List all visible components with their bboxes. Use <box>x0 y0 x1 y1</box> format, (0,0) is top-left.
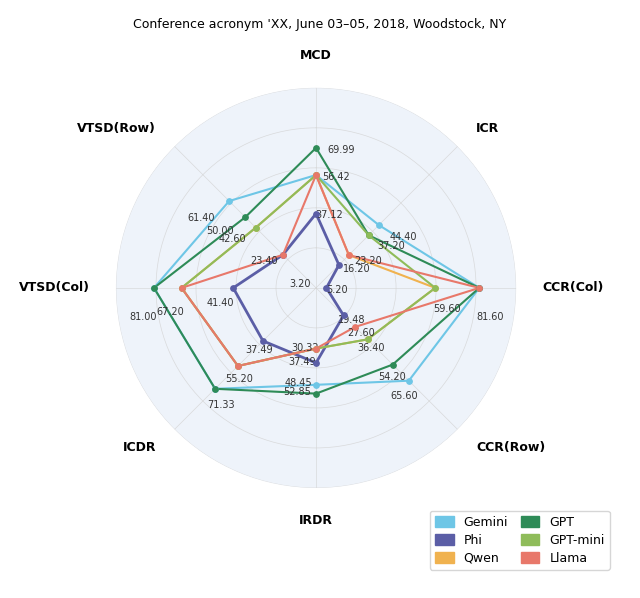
Text: 19.48: 19.48 <box>338 315 365 325</box>
Point <box>311 380 321 390</box>
Point <box>404 376 414 386</box>
Text: 50.00: 50.00 <box>206 226 234 236</box>
Point <box>339 311 349 321</box>
Point <box>311 170 321 180</box>
Point <box>177 283 187 292</box>
Text: 59.60: 59.60 <box>433 304 461 314</box>
Point <box>364 230 374 240</box>
Text: IRDR: IRDR <box>299 514 333 527</box>
Point <box>210 384 220 393</box>
Point <box>474 283 484 292</box>
Point <box>311 389 321 398</box>
Point <box>240 212 250 222</box>
Point <box>311 143 321 152</box>
Point <box>149 283 159 292</box>
Text: CCR(Col): CCR(Col) <box>542 282 604 294</box>
Point <box>311 209 321 218</box>
Point <box>430 283 440 292</box>
Point <box>228 283 238 292</box>
Text: 69.99: 69.99 <box>327 145 355 155</box>
Point <box>278 250 288 260</box>
Text: 37.12: 37.12 <box>316 210 343 220</box>
Text: 16.20: 16.20 <box>342 264 371 274</box>
Point <box>311 170 321 180</box>
Text: MCD: MCD <box>300 49 332 62</box>
Text: 81.00: 81.00 <box>129 312 157 322</box>
Point <box>321 283 332 292</box>
Text: VTSD(Col): VTSD(Col) <box>19 282 90 294</box>
Text: 36.40: 36.40 <box>358 343 385 353</box>
Point <box>258 336 268 346</box>
Point <box>278 250 288 260</box>
Text: 56.42: 56.42 <box>323 172 350 182</box>
Point <box>311 170 321 180</box>
Point <box>364 230 374 240</box>
Text: 27.60: 27.60 <box>348 328 375 338</box>
Point <box>224 196 234 206</box>
Text: VTSD(Row): VTSD(Row) <box>77 121 156 135</box>
Point <box>149 283 159 292</box>
Point <box>362 335 372 344</box>
Point <box>177 283 187 292</box>
Point <box>362 335 372 344</box>
Text: 30.32: 30.32 <box>291 343 319 353</box>
Text: 52.85: 52.85 <box>283 387 311 397</box>
Point <box>311 344 321 353</box>
Point <box>350 322 360 332</box>
Text: 23.20: 23.20 <box>354 257 382 267</box>
Text: ICR: ICR <box>476 121 499 135</box>
Point <box>177 283 187 292</box>
Point <box>251 223 261 233</box>
Point <box>233 361 243 371</box>
Text: 37.20: 37.20 <box>377 240 405 251</box>
Point <box>311 344 321 353</box>
Text: ICDR: ICDR <box>123 441 156 454</box>
Text: 44.40: 44.40 <box>389 233 417 242</box>
Point <box>374 220 384 230</box>
Text: Conference acronym 'XX, June 03–05, 2018, Woodstock, NY: Conference acronym 'XX, June 03–05, 2018… <box>133 18 507 31</box>
Point <box>474 283 484 292</box>
Text: 81.60: 81.60 <box>477 312 504 322</box>
Text: 65.60: 65.60 <box>390 391 419 401</box>
Point <box>311 358 321 368</box>
Point <box>344 251 354 260</box>
Point <box>233 361 243 371</box>
Point <box>251 223 261 233</box>
Point <box>344 251 354 260</box>
Point <box>311 170 321 180</box>
Text: 71.33: 71.33 <box>207 400 235 410</box>
Point <box>334 260 344 270</box>
Point <box>233 361 243 371</box>
Text: 37.49: 37.49 <box>246 344 273 355</box>
Legend: Gemini, Phi, Qwen, GPT, GPT-mini, Llama: Gemini, Phi, Qwen, GPT, GPT-mini, Llama <box>430 511 610 570</box>
Text: 54.20: 54.20 <box>378 372 406 382</box>
Text: 61.40: 61.40 <box>188 213 215 223</box>
Text: 41.40: 41.40 <box>207 298 234 308</box>
Text: 37.49: 37.49 <box>289 356 316 367</box>
Text: 48.45: 48.45 <box>285 379 312 388</box>
Point <box>388 360 398 370</box>
Point <box>311 344 321 353</box>
Point <box>474 283 484 292</box>
Text: 55.20: 55.20 <box>225 374 253 384</box>
Text: 23.40: 23.40 <box>250 257 278 266</box>
Point <box>210 384 220 393</box>
Point <box>430 283 440 292</box>
Text: 3.20: 3.20 <box>289 279 311 289</box>
Text: CCR(Row): CCR(Row) <box>476 441 545 454</box>
Text: 67.20: 67.20 <box>156 307 184 317</box>
Text: 42.60: 42.60 <box>218 234 246 245</box>
Text: 5.20: 5.20 <box>326 285 348 295</box>
